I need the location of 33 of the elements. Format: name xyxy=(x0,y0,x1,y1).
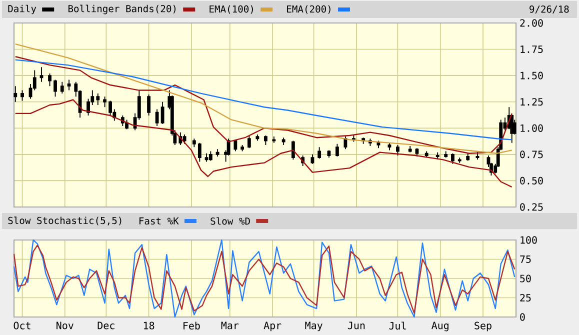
y-tick-label: 2.00 xyxy=(520,19,543,27)
y-tick-label: 100 xyxy=(520,236,537,244)
y-tick-label: 0.25 xyxy=(520,203,543,211)
legend-label: Daily xyxy=(8,4,36,14)
y-tick-label: 75 xyxy=(520,256,531,263)
legend-label: EMA(100) xyxy=(210,5,253,14)
x-tick-label: Dec xyxy=(98,322,114,330)
y-tick-label: 1.25 xyxy=(520,98,543,106)
x-tick-label: Jun xyxy=(348,322,365,330)
y-tick-label: 50 xyxy=(520,274,531,282)
y-tick-label: 25 xyxy=(520,294,531,302)
legend-label: Slow %D xyxy=(210,217,250,225)
y-tick-label: 0 xyxy=(520,313,525,321)
text: 9/26/18 xyxy=(530,5,569,14)
y-tick-label: 1.75 xyxy=(520,46,543,54)
y-tick-label: 0.50 xyxy=(520,176,543,184)
x-tick-label: Apr xyxy=(264,322,282,332)
chart-title: Slow Stochastic(5,5) xyxy=(8,216,122,226)
x-tick-label: Feb xyxy=(184,322,200,330)
x-tick-label: Nov xyxy=(56,322,74,330)
x-tick-label: May xyxy=(305,322,322,332)
legend-label: Bollinger Bands(20) xyxy=(68,4,176,14)
x-tick-label: Aug xyxy=(432,322,448,332)
y-tick-label: 1.50 xyxy=(520,72,543,80)
y-tick-label: 1.00 xyxy=(520,124,543,132)
x-tick-label: 18 xyxy=(144,322,154,330)
x-tick-label: Mar xyxy=(221,322,239,330)
y-tick-label: 0.75 xyxy=(520,150,543,158)
x-tick-label: Sep xyxy=(474,322,492,332)
legend-label: EMA(200) xyxy=(287,5,330,14)
legend-label: Fast %K xyxy=(139,217,179,225)
x-tick-label: Jul xyxy=(389,322,406,330)
x-tick-label: Oct xyxy=(14,322,30,330)
